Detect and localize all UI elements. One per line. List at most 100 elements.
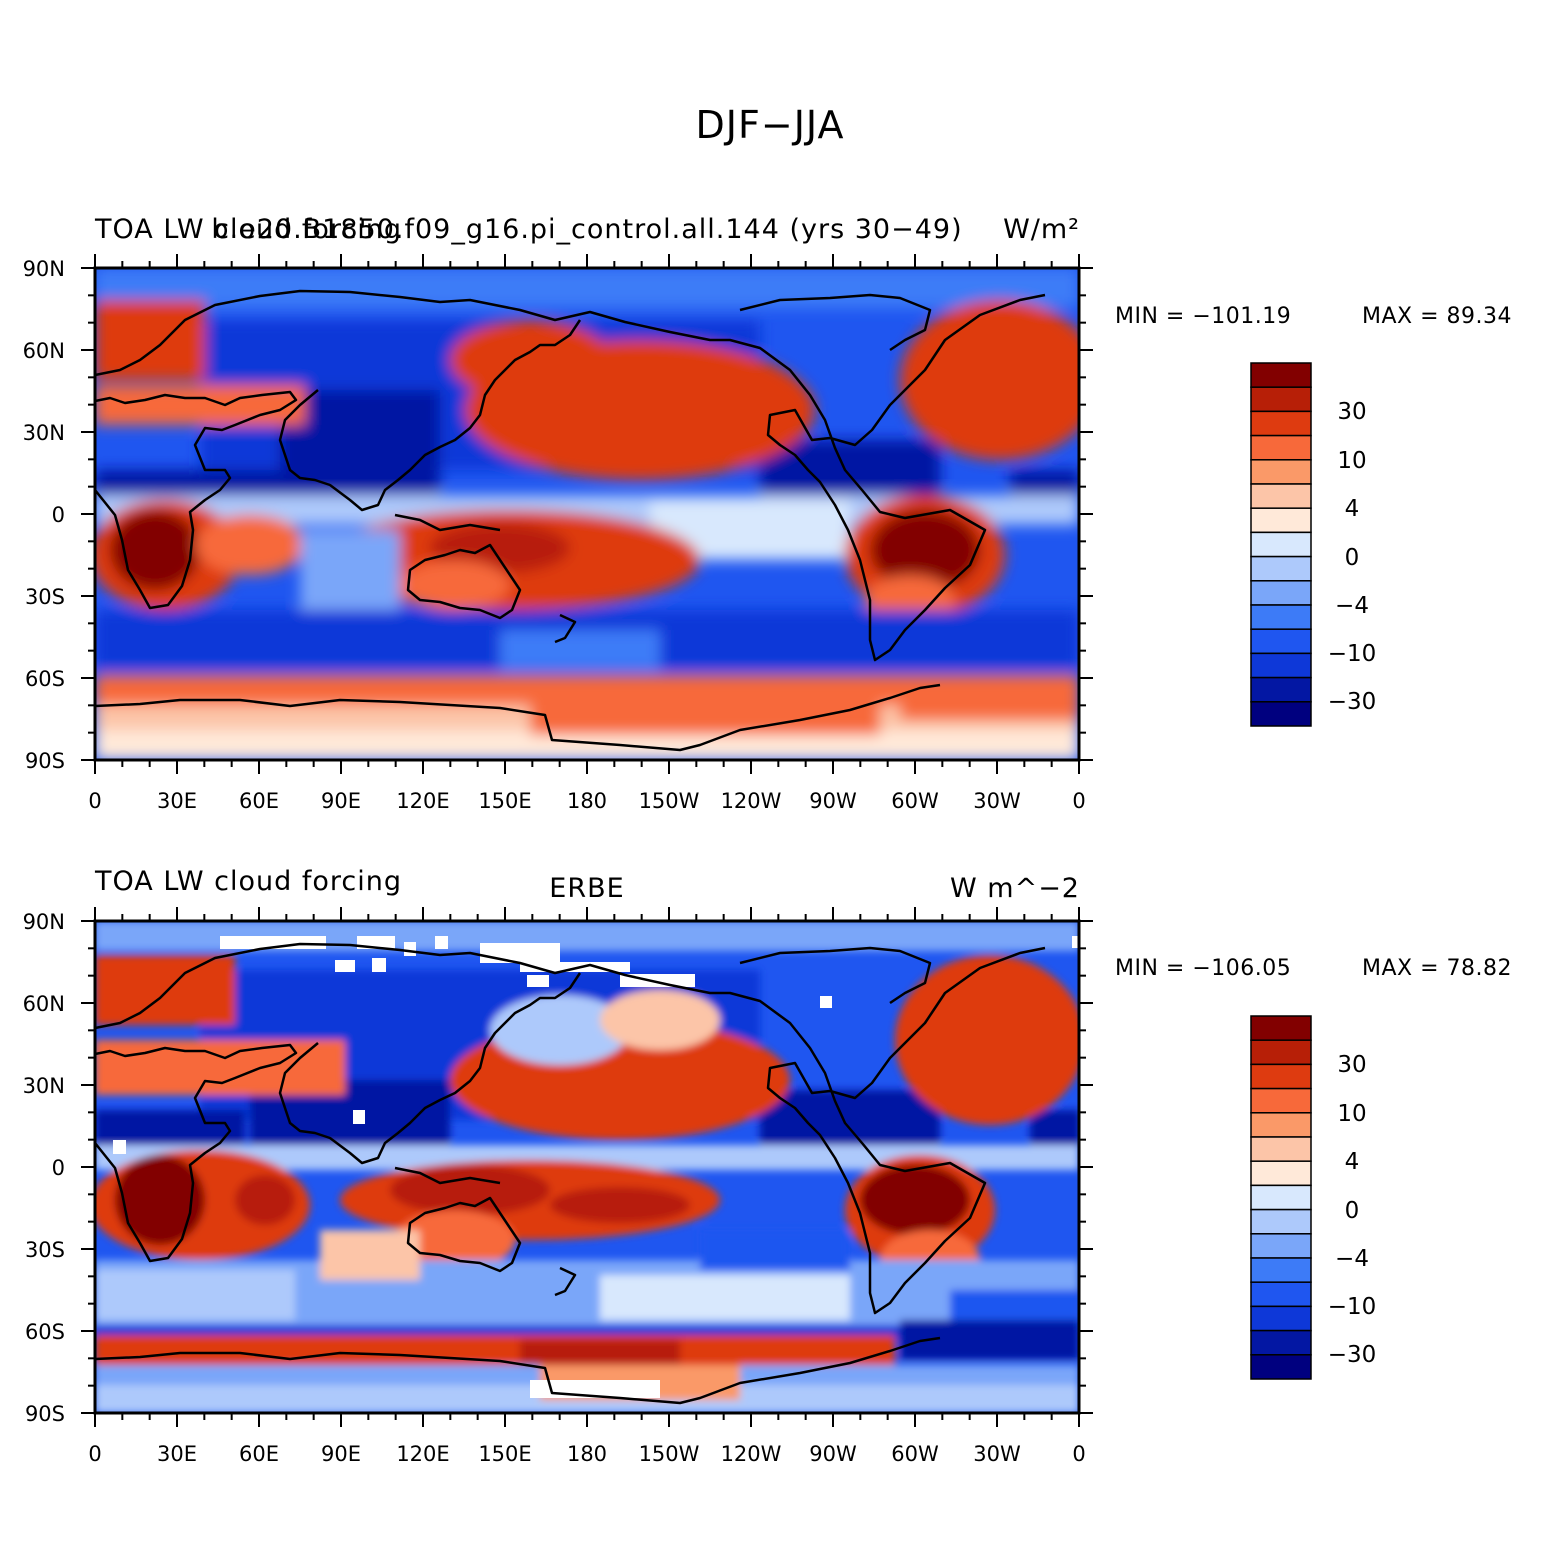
field-map — [95, 268, 1079, 760]
colorbar-swatch — [1250, 507, 1312, 534]
lon-tick-label: 30W — [973, 1442, 1021, 1466]
panel-observation: TOA LW cloud forcing ERBE W m^−2 — [23, 866, 1512, 1466]
colorbar-label: 10 — [1337, 1101, 1366, 1127]
panel-units-label: W m^−2 — [950, 873, 1080, 904]
axis-ticks — [81, 254, 1093, 774]
coastlines — [95, 289, 1046, 752]
lon-tick-label: 30E — [157, 1442, 197, 1466]
colorbar-swatch — [1250, 1257, 1312, 1283]
lon-tick-label: 30W — [973, 789, 1021, 813]
lon-tick-label: 150W — [639, 789, 700, 813]
lon-tick-label: 30E — [157, 789, 197, 813]
lon-tick-label: 90E — [321, 1442, 361, 1466]
axis-ticks — [81, 907, 1093, 1427]
colorbar-swatch — [1250, 1160, 1312, 1187]
lon-tick-label: 60E — [239, 1442, 279, 1466]
lon-tick-label: 0 — [1072, 1442, 1085, 1466]
lat-tick-label: 90N — [23, 257, 65, 281]
colorbar-swatch — [1250, 1112, 1312, 1138]
panel-center-label: b.e20.B1850.f09_g16.pi_control.all.144 (… — [211, 214, 962, 245]
lat-tick-label: 90S — [25, 749, 65, 773]
lon-tick-label: 120E — [396, 1442, 449, 1466]
colorbar-label: −4 — [1335, 593, 1369, 619]
lon-axis: 0 30E 60E 90E 120E 150E 180 150W 120W 90… — [88, 1442, 1085, 1466]
colorbar-swatch — [1250, 1233, 1312, 1259]
colorbar-label: 30 — [1337, 1052, 1366, 1078]
colorbar — [1250, 362, 1312, 727]
lon-tick-label: 150E — [478, 1442, 531, 1466]
lat-tick-label: 0 — [52, 1156, 65, 1180]
lon-tick-label: 180 — [567, 789, 607, 813]
lat-tick-label: 60S — [25, 667, 65, 691]
lon-tick-label: 0 — [88, 789, 101, 813]
panel-units-label: W/m² — [1003, 214, 1080, 245]
max-label: MAX = 78.82 — [1362, 956, 1512, 981]
missing-data — [113, 936, 1079, 1398]
colorbar-swatch — [1250, 1087, 1312, 1114]
lon-tick-label: 0 — [1072, 789, 1085, 813]
lat-tick-label: 30S — [25, 585, 65, 609]
lon-tick-label: 60W — [891, 1442, 939, 1466]
colorbar-swatch — [1250, 483, 1312, 509]
lon-tick-label: 120E — [396, 789, 449, 813]
colorbar-swatch — [1250, 1184, 1312, 1211]
colorbar-swatch — [1250, 1208, 1312, 1235]
panel-left-label: TOA LW cloud forcing — [94, 866, 402, 897]
colorbar-label: 0 — [1345, 1198, 1360, 1224]
colorbar-swatch — [1250, 459, 1312, 485]
colorbar-label: −10 — [1328, 1294, 1377, 1320]
page-title: DJF−JJA — [696, 103, 845, 147]
colorbar-swatch — [1250, 1281, 1312, 1308]
colorbar-label: 4 — [1345, 1149, 1360, 1175]
colorbar-labels: 30 10 4 0 −4 −10 −30 — [1328, 1052, 1377, 1368]
lat-tick-label: 30N — [23, 421, 65, 445]
colorbar-label: 0 — [1345, 545, 1360, 571]
colorbar-swatch — [1250, 1015, 1312, 1041]
lat-tick-label: 60N — [23, 992, 65, 1016]
colorbar-swatch — [1250, 1039, 1312, 1066]
colorbar-swatch — [1250, 1305, 1312, 1332]
colorbar-swatch — [1250, 555, 1312, 582]
lon-tick-label: 120W — [721, 1442, 782, 1466]
lon-tick-label: 180 — [567, 1442, 607, 1466]
lon-tick-label: 0 — [88, 1442, 101, 1466]
lon-tick-label: 60E — [239, 789, 279, 813]
colorbar-swatch — [1250, 701, 1312, 727]
colorbar-label: −30 — [1328, 1342, 1377, 1368]
panel-model: TOA LW cloud forcing b.e20.B1850.f09_g16… — [23, 214, 1512, 813]
lon-tick-label: 150E — [478, 789, 531, 813]
min-label: MIN = −101.19 — [1115, 304, 1291, 329]
lat-tick-label: 90N — [23, 910, 65, 934]
field-map — [95, 921, 1079, 1413]
lat-tick-label: 60N — [23, 339, 65, 363]
colorbar-swatch — [1250, 531, 1312, 558]
lat-tick-label: 30S — [25, 1238, 65, 1262]
colorbar-swatch — [1250, 1329, 1312, 1356]
colorbar — [1250, 1015, 1312, 1380]
lat-tick-label: 0 — [52, 503, 65, 527]
colorbar-label: −30 — [1328, 689, 1377, 715]
colorbar-label: 30 — [1337, 399, 1366, 425]
colorbar-swatch — [1250, 362, 1312, 388]
colorbar-swatch — [1250, 604, 1312, 630]
colorbar-swatch — [1250, 628, 1312, 655]
max-label: MAX = 89.34 — [1362, 304, 1512, 329]
colorbar-label: −10 — [1328, 641, 1377, 667]
min-label: MIN = −106.05 — [1115, 956, 1291, 981]
panel-center-label: ERBE — [549, 873, 624, 904]
lat-axis: 90N 60N 30N 0 30S 60S 90S — [23, 910, 65, 1426]
colorbar-swatch — [1250, 386, 1312, 413]
colorbar-swatch — [1250, 410, 1312, 437]
lat-tick-label: 60S — [25, 1320, 65, 1344]
colorbar-swatch — [1250, 1354, 1312, 1380]
colorbar-swatch — [1250, 580, 1312, 606]
colorbar-labels: 30 10 4 0 −4 −10 −30 — [1328, 399, 1377, 715]
colorbar-label: −4 — [1335, 1246, 1369, 1272]
lat-tick-label: 30N — [23, 1074, 65, 1098]
colorbar-swatch — [1250, 434, 1312, 461]
colorbar-swatch — [1250, 676, 1312, 703]
colorbar-label: 4 — [1345, 496, 1360, 522]
lon-tick-label: 90W — [809, 789, 857, 813]
lon-axis: 0 30E 60E 90E 120E 150E 180 150W 120W 90… — [88, 789, 1085, 813]
